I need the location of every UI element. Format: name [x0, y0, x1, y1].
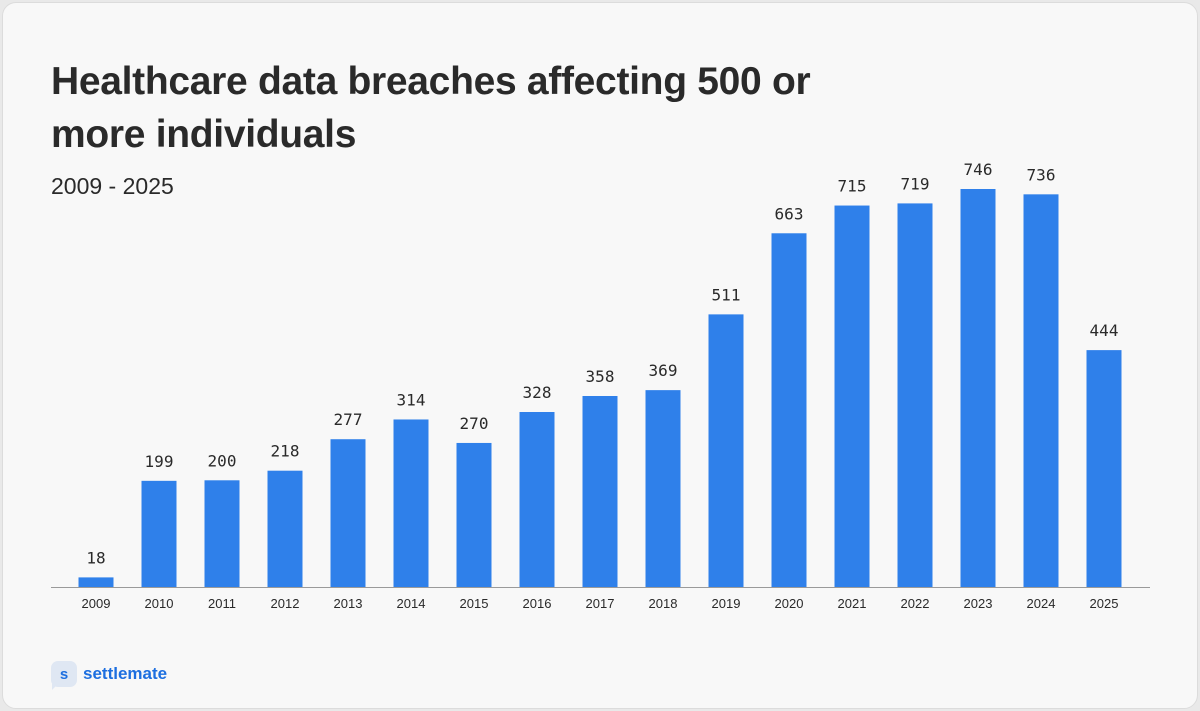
x-tick-2021: 2021 — [838, 596, 867, 611]
x-tick-2013: 2013 — [334, 596, 363, 611]
bar-2011 — [204, 480, 240, 587]
brand-logo: s settlemate — [51, 659, 168, 690]
value-label-2014: 314 — [397, 390, 426, 409]
bar-2023 — [960, 189, 996, 587]
x-tick-2016: 2016 — [523, 596, 552, 611]
value-label-2018: 369 — [649, 361, 678, 380]
x-tick-2018: 2018 — [649, 596, 678, 611]
bar-2012 — [267, 470, 303, 587]
value-label-2022: 719 — [901, 174, 930, 193]
bar-2019 — [708, 314, 744, 587]
logo-letter: s — [59, 665, 69, 683]
value-label-2019: 511 — [712, 285, 741, 304]
value-label-2013: 277 — [334, 410, 363, 429]
value-label-2010: 199 — [145, 452, 174, 471]
value-label-2015: 270 — [460, 414, 489, 433]
bar-2024 — [1023, 194, 1059, 587]
logo-tail — [52, 684, 58, 690]
bar-2013 — [330, 439, 366, 587]
value-label-2024: 736 — [1027, 165, 1056, 184]
bar-2020 — [771, 233, 807, 587]
bar-2021 — [834, 205, 870, 587]
s-logo-icon: s — [51, 661, 77, 690]
value-label-2011: 200 — [208, 451, 237, 470]
x-tick-2024: 2024 — [1027, 596, 1056, 611]
x-tick-2025: 2025 — [1090, 596, 1119, 611]
x-tick-2012: 2012 — [271, 596, 300, 611]
x-tick-2022: 2022 — [901, 596, 930, 611]
bar-2010 — [141, 480, 177, 587]
bar-2016 — [519, 412, 555, 587]
x-tick-2023: 2023 — [964, 596, 993, 611]
x-tick-2009: 2009 — [82, 596, 111, 611]
bar-2014 — [393, 419, 429, 587]
bar-2025 — [1086, 350, 1122, 587]
bar-chart: 18 2009 199 2010 200 2011 218 2012 277 2013 314 201… — [51, 160, 1150, 611]
value-label-2017: 358 — [586, 367, 615, 386]
value-label-2012: 218 — [271, 442, 300, 461]
x-tick-2020: 2020 — [775, 596, 804, 611]
value-label-2009: 18 — [86, 548, 105, 567]
bar-2017 — [582, 396, 618, 587]
value-label-2025: 444 — [1090, 321, 1119, 340]
bar-2022 — [897, 203, 933, 587]
x-tick-2010: 2010 — [145, 596, 174, 611]
chart-title: Healthcare data breaches affecting 500 o… — [51, 60, 811, 156]
value-label-2023: 746 — [964, 160, 993, 179]
x-tick-2011: 2011 — [208, 596, 236, 611]
x-tick-2017: 2017 — [586, 596, 615, 611]
bar-2015 — [456, 442, 492, 587]
value-label-2016: 328 — [523, 383, 552, 402]
x-tick-2014: 2014 — [397, 596, 426, 611]
x-tick-2019: 2019 — [712, 596, 741, 611]
x-tick-2015: 2015 — [460, 596, 489, 611]
value-label-2020: 663 — [775, 204, 804, 223]
bar-2018 — [645, 390, 681, 587]
value-label-2021: 715 — [838, 177, 867, 196]
bar-2009 — [78, 577, 114, 587]
brand-name: settlemate — [83, 664, 168, 683]
chart-subtitle: 2009 - 2025 — [51, 173, 174, 199]
